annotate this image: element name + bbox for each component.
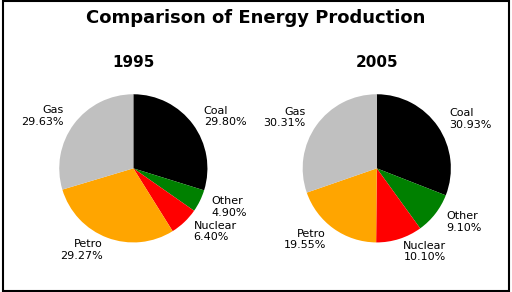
- Text: Other
9.10%: Other 9.10%: [446, 211, 481, 233]
- Wedge shape: [133, 168, 194, 231]
- Title: 1995: 1995: [112, 55, 155, 70]
- Text: Comparison of Energy Production: Comparison of Energy Production: [87, 9, 425, 27]
- Wedge shape: [62, 168, 173, 242]
- Wedge shape: [377, 168, 446, 228]
- Text: Gas
30.31%: Gas 30.31%: [263, 107, 306, 128]
- Wedge shape: [133, 168, 204, 211]
- Text: Nuclear
6.40%: Nuclear 6.40%: [194, 221, 237, 242]
- Text: Nuclear
10.10%: Nuclear 10.10%: [403, 241, 446, 263]
- Wedge shape: [133, 94, 207, 190]
- Wedge shape: [59, 94, 133, 190]
- Text: Petro
29.27%: Petro 29.27%: [60, 239, 102, 261]
- Wedge shape: [307, 168, 377, 242]
- Wedge shape: [376, 168, 420, 242]
- Wedge shape: [377, 94, 451, 195]
- Text: Coal
29.80%: Coal 29.80%: [204, 106, 246, 127]
- Text: Other
4.90%: Other 4.90%: [212, 196, 247, 218]
- Title: 2005: 2005: [355, 55, 398, 70]
- Text: Petro
19.55%: Petro 19.55%: [284, 229, 326, 250]
- Wedge shape: [303, 94, 377, 193]
- Text: Gas
29.63%: Gas 29.63%: [20, 105, 63, 127]
- Text: Coal
30.93%: Coal 30.93%: [449, 108, 492, 130]
